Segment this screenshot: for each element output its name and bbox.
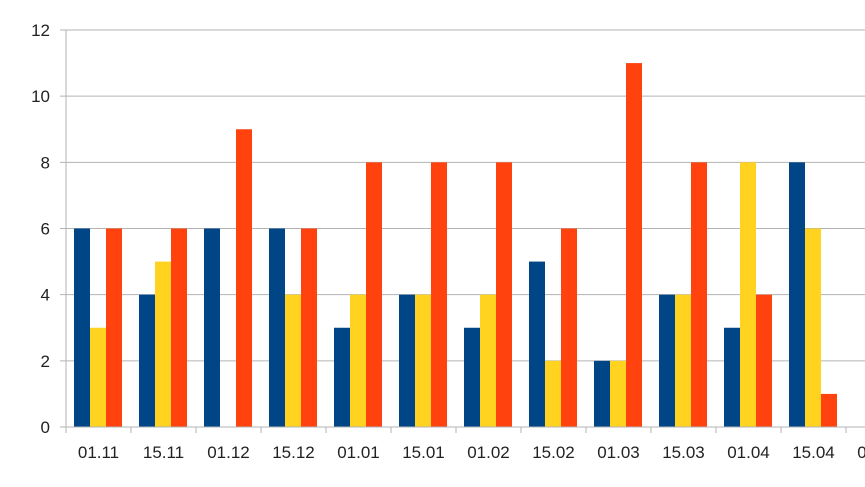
bar: [431, 162, 447, 428]
axes: [60, 30, 865, 433]
x-tick-label: 01.11: [78, 443, 119, 462]
bar: [74, 228, 90, 427]
x-tick-labels: 01.11 15.11 01.12 15.12 01.01 15.01 01.02 15.02…: [78, 443, 865, 462]
y-tick-label: 12: [31, 21, 50, 40]
bar: [594, 360, 610, 427]
bar: [269, 228, 285, 427]
bar: [821, 393, 837, 427]
bar: [740, 162, 756, 428]
x-tick-label: 01.04: [727, 443, 770, 462]
bar: [236, 129, 252, 427]
bar: [496, 162, 512, 428]
bar: [171, 228, 187, 427]
bar: [789, 162, 805, 428]
bar: [480, 294, 496, 427]
bar: [691, 162, 707, 428]
y-tick-labels: 0 2 4 6 8 10 12: [31, 21, 50, 437]
y-tick-label: 0: [41, 418, 50, 437]
bar: [366, 162, 382, 428]
bar: [106, 228, 122, 427]
bar: [155, 261, 171, 427]
bar: [464, 327, 480, 427]
bar: [529, 261, 545, 427]
x-tick-label: 15.12: [272, 443, 315, 462]
bar: [334, 327, 350, 427]
bar: [90, 327, 106, 427]
bars: [74, 63, 837, 428]
bar: [561, 228, 577, 427]
x-tick-label: 15.01: [402, 443, 445, 462]
bar: [285, 294, 301, 427]
x-tick-label: 01.12: [207, 443, 250, 462]
x-tick-label: 01.01: [337, 443, 380, 462]
x-tick-label: 15.02: [532, 443, 575, 462]
bar: [545, 360, 561, 427]
bar: [756, 294, 772, 427]
bar: [610, 360, 626, 427]
y-tick-label: 2: [41, 352, 50, 371]
x-tick-label: 01.02: [467, 443, 510, 462]
bar: [139, 294, 155, 427]
x-tick-label: 01.03: [597, 443, 640, 462]
y-tick-label: 4: [41, 286, 50, 305]
x-tick-label: 15.11: [143, 443, 184, 462]
bar: [675, 294, 691, 427]
y-tick-label: 6: [41, 220, 50, 239]
bar: [350, 294, 366, 427]
y-tick-label: 8: [41, 153, 50, 172]
bar: [724, 327, 740, 427]
x-tick-label: 15.03: [662, 443, 705, 462]
bar: [659, 294, 675, 427]
bar: [399, 294, 415, 427]
bar: [204, 228, 220, 427]
bar: [626, 63, 642, 427]
x-tick-label: 01.05: [857, 443, 865, 462]
bar: [301, 228, 317, 427]
bar: [415, 294, 431, 427]
x-tick-label: 15.04: [792, 443, 835, 462]
y-tick-label: 10: [31, 87, 50, 106]
bar: [805, 228, 821, 427]
